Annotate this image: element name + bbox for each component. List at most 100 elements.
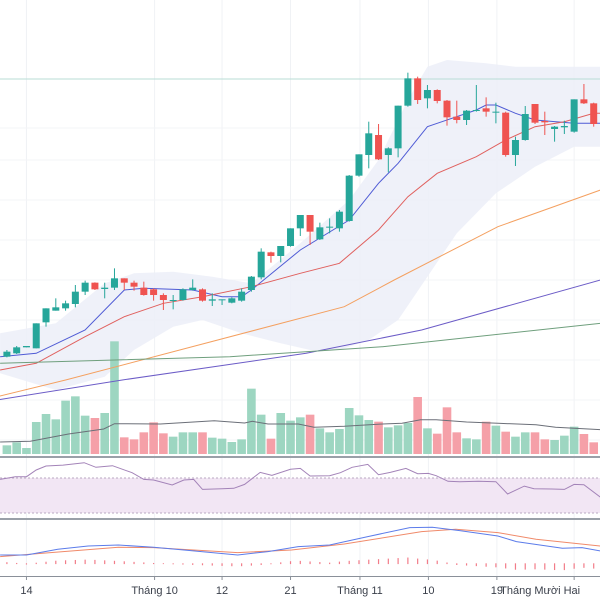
pane-divider-rsi[interactable] [0,456,600,458]
time-axis-label: 21 [284,585,296,597]
volume-bar [423,428,432,454]
time-axis-label: 19 [491,585,503,597]
volume-bar [501,431,510,454]
time-axis-label: Tháng 10 [131,585,177,597]
candle [228,297,236,304]
candle-body [590,103,598,124]
rsi-pane[interactable] [0,462,600,514]
candle-body [472,110,480,111]
candle [22,346,30,348]
price-pane[interactable] [0,60,600,454]
candle-body [502,112,510,155]
candle [140,281,148,296]
volume-bar [149,422,158,454]
candle [218,299,226,305]
candle [355,154,363,177]
candle-body [433,90,441,101]
candle [335,210,343,232]
candle [365,121,373,169]
volume-bar [393,425,403,454]
volume-bar [2,445,12,454]
candle-body [22,346,30,348]
volume-bar [168,436,178,454]
candle-body [91,282,99,290]
time-axis-label: 10 [422,585,434,597]
candle-body [150,289,158,295]
candle [13,346,21,354]
volume-bar [364,420,374,454]
candle [169,295,177,310]
ma-100-line [0,279,600,401]
candle-body [521,114,529,140]
candle-body [238,291,246,301]
volume-bar [80,415,90,454]
candle-body [296,215,304,229]
candle [287,228,295,247]
candle-body [3,351,11,357]
volume-bar [384,427,393,454]
candle [511,136,519,166]
volume-bar [520,432,530,454]
volume-bar [90,418,100,454]
volume-bar [452,432,462,454]
candle-body [62,303,70,309]
volume-bar [178,432,188,454]
volume-bar [188,432,198,454]
candle [189,279,197,291]
candle-body [443,100,451,118]
candle-body [120,278,128,283]
macd-pane[interactable] [0,526,600,571]
candle-body [306,215,314,232]
candle-body [375,135,383,160]
volume-bar [335,429,344,454]
candle [580,84,588,104]
volume-bar [286,420,295,454]
candle [394,105,402,158]
volume-bar [41,414,51,454]
candle-body [394,105,402,149]
rsi-line [0,462,600,498]
candle [71,285,79,308]
volume-bar [61,400,70,454]
candle [590,102,598,127]
candle-body [110,278,118,288]
time-axis-label: Tháng Mười Hai [500,585,580,597]
candle-body [247,276,255,290]
candle-body [71,291,79,304]
volume-bar [462,438,471,454]
volume-bar [540,439,550,454]
candle-body [218,299,226,301]
candle-body [32,323,40,349]
candle [423,85,431,109]
pane-divider-macd[interactable] [0,518,600,520]
volume-bar [413,397,422,454]
candle-body [560,126,568,128]
candle [492,102,500,124]
candle [472,85,480,112]
volume-bar [579,434,589,454]
candle [62,300,70,311]
volume-bar [237,439,246,454]
candle [541,111,549,135]
time-axis-label: Tháng 11 [337,585,383,597]
candle [404,72,412,107]
volume-bar [256,414,266,454]
candle-body [267,252,275,256]
candle-body [159,295,167,300]
candle [3,350,11,358]
candle-body [208,299,216,301]
candle-body [140,287,148,295]
candle [208,293,216,306]
volume-bar [569,426,579,454]
candle [101,282,109,299]
candle [345,175,353,222]
candle-body [580,99,588,104]
volume-bar [305,414,315,454]
candle-body [482,108,490,112]
candle-body [570,99,578,132]
candle-body [228,298,236,303]
time-axis-label: 12 [216,585,228,597]
volume-bar [442,407,452,454]
